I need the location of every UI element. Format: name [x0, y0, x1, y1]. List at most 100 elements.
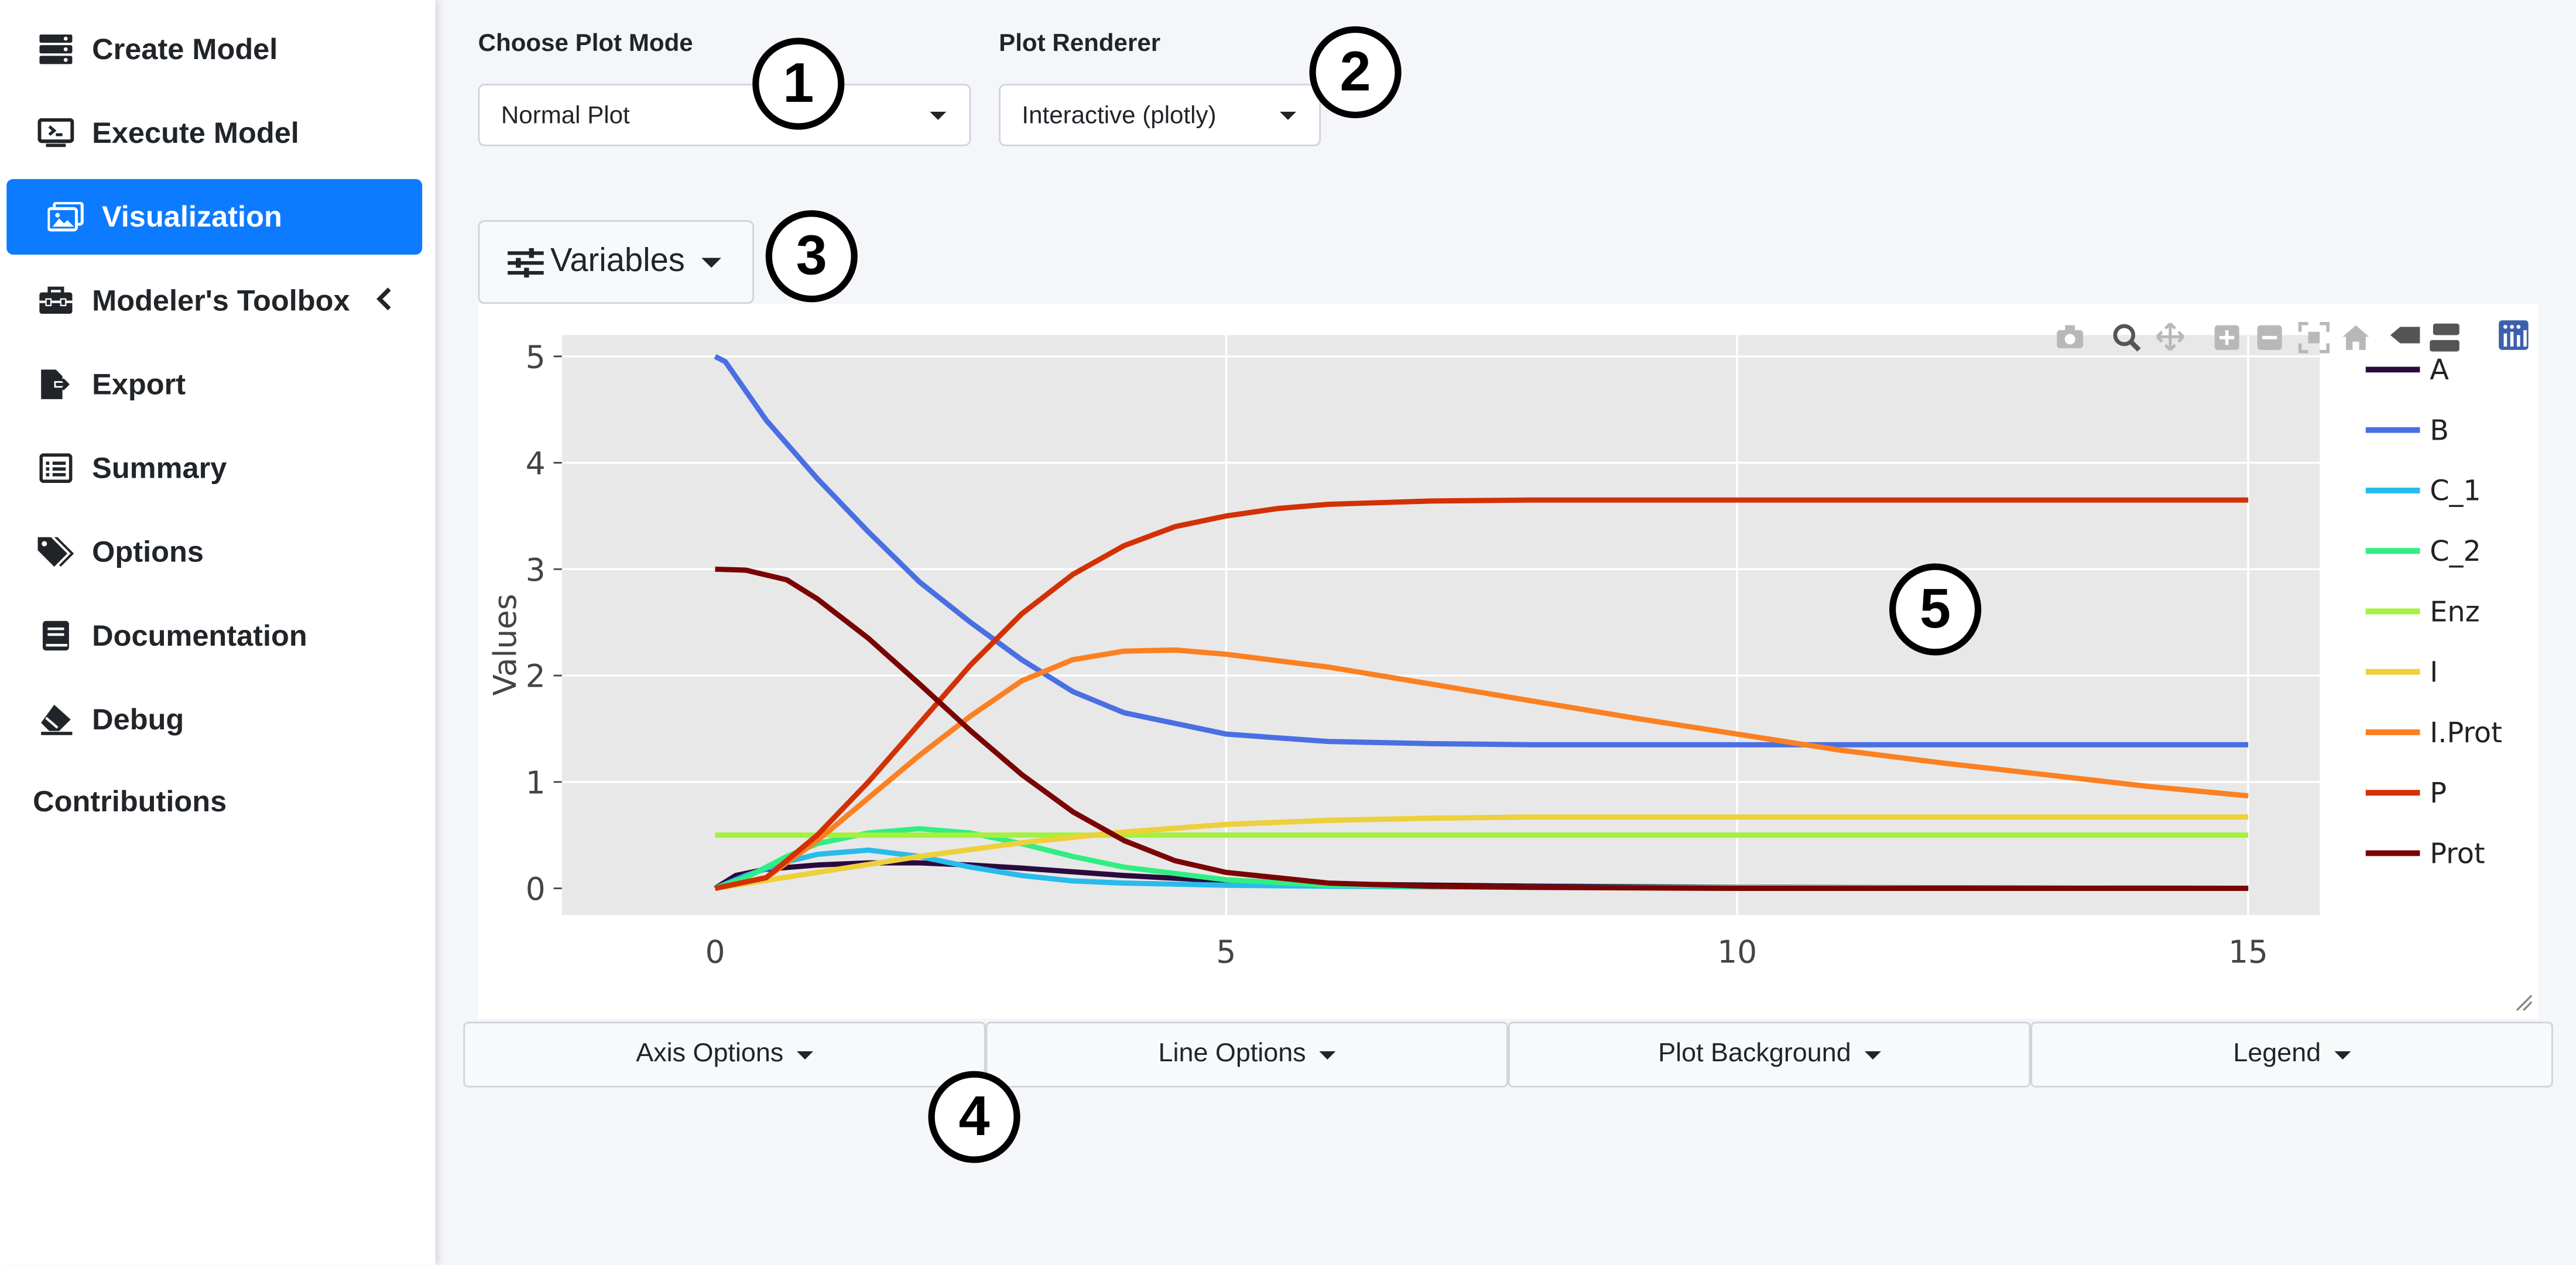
- file-export-icon: [36, 365, 76, 404]
- plot-container: 0 5 10 15 0 1 2 3 4 5 Values A B C_1 C_2 Enz I I.Prot P Pr…: [478, 304, 2539, 1019]
- tags-icon: [36, 532, 76, 571]
- book-icon: [36, 616, 76, 655]
- list-icon: [36, 448, 76, 488]
- y-tick-label: 3: [526, 552, 546, 588]
- monitor-icon: [36, 114, 76, 153]
- eraser-icon: [36, 700, 76, 739]
- sliders-icon: [508, 247, 544, 277]
- series-line-p[interactable]: [714, 497, 2249, 891]
- plot-renderer-select[interactable]: Interactive (plotly): [999, 84, 1321, 146]
- caret-down-icon: [701, 257, 721, 267]
- plotly-logo-icon[interactable]: [2499, 320, 2529, 350]
- y-tick-label: 4: [526, 445, 546, 482]
- pan-icon[interactable]: [2156, 323, 2185, 351]
- sidebar-item-visualization[interactable]: Visualization: [6, 179, 423, 255]
- y-tick-label: 0: [526, 871, 546, 907]
- plot-renderer-label: Plot Renderer: [999, 29, 1161, 58]
- variables-dropdown-button[interactable]: Variables: [478, 220, 755, 304]
- annotation-badge-4: 4: [928, 1071, 1020, 1163]
- legend-item-enz[interactable]: Enz: [2365, 596, 2480, 628]
- resize-handle-icon[interactable]: [2516, 995, 2533, 1011]
- sidebar-item-label: Modeler's Toolbox: [92, 283, 350, 317]
- plot-mode-label: Choose Plot Mode: [478, 29, 693, 58]
- sidebar-item-label: Visualization: [101, 199, 282, 233]
- legend-label: P: [2430, 777, 2447, 810]
- annotation-badge-3: 3: [765, 210, 858, 303]
- server-icon: [36, 30, 76, 69]
- series-line-i[interactable]: [714, 814, 2249, 891]
- legend-label: I.Prot: [2430, 717, 2502, 749]
- legend-item-a[interactable]: A: [2365, 354, 2449, 386]
- legend-label: Prot: [2430, 838, 2485, 870]
- toolbox-icon: [36, 281, 76, 320]
- sidebar-item-export[interactable]: Export: [6, 347, 422, 422]
- compare-hover-icon[interactable]: [2430, 323, 2459, 352]
- series-line-b[interactable]: [714, 354, 2249, 748]
- sidebar-item-summary[interactable]: Summary: [6, 430, 422, 506]
- sidebar-item-modelers-toolbox[interactable]: Modeler's Toolbox: [6, 263, 422, 338]
- zoom-icon[interactable]: [2113, 324, 2141, 352]
- zoom-out-icon[interactable]: [2257, 325, 2282, 350]
- caret-down-icon: [1279, 111, 1297, 120]
- annotation-badge-1: 1: [752, 37, 845, 130]
- legend-label: C_1: [2430, 475, 2481, 508]
- plot-background-button[interactable]: Plot Background: [1508, 1021, 2031, 1088]
- sidebar-item-label: Summary: [92, 451, 227, 484]
- sidebar-item-debug[interactable]: Debug: [6, 682, 422, 757]
- camera-icon[interactable]: [2057, 325, 2084, 348]
- variables-label: Variables: [550, 243, 685, 280]
- x-tick-label: 5: [1216, 934, 1236, 970]
- y-tick-label: 2: [526, 659, 546, 695]
- legend-item-p[interactable]: P: [2365, 777, 2447, 810]
- sidebar-item-documentation[interactable]: Documentation: [6, 598, 422, 673]
- legend-item-c-1[interactable]: C_1: [2365, 475, 2481, 508]
- y-axis-label: Values: [487, 594, 523, 695]
- axis-options-button[interactable]: Axis Options: [463, 1021, 986, 1088]
- legend-button[interactable]: Legend: [2030, 1021, 2553, 1088]
- legend-label: B: [2430, 414, 2449, 447]
- caret-down-icon: [930, 111, 947, 120]
- sidebar-item-create-model[interactable]: Create Model: [6, 12, 422, 87]
- series-line-prot[interactable]: [715, 566, 2249, 892]
- line-chart: 0 5 10 15 0 1 2 3 4 5 Values AB C_1 C_2 Enz I I.Prot P Pr…: [487, 320, 2533, 1011]
- autoscale-icon[interactable]: [2298, 321, 2330, 354]
- line-options-button[interactable]: Line Options: [985, 1021, 1509, 1088]
- plot-background-label: Plot Background: [1658, 1040, 1851, 1068]
- contributions-link[interactable]: Contributions: [33, 785, 227, 818]
- sidebar-item-label: Documentation: [92, 618, 307, 652]
- x-tick-label: 15: [2228, 934, 2268, 970]
- plot-mode-value: Normal Plot: [501, 101, 630, 129]
- chevron-left-icon: [376, 286, 393, 320]
- sidebar-item-label: Options: [92, 534, 204, 568]
- legend-label: C_2: [2430, 536, 2481, 568]
- sidebar: Create Model Execute Model Visualization…: [0, 0, 436, 1265]
- legend-item-i-prot[interactable]: I.Prot: [2365, 717, 2502, 749]
- legend-item-prot[interactable]: Prot: [2365, 838, 2485, 870]
- legend-label: A: [2430, 354, 2449, 386]
- y-tick-label: 1: [526, 765, 546, 801]
- legend-label: I: [2430, 657, 2438, 689]
- legend-item-c-2[interactable]: C_2: [2365, 536, 2481, 568]
- caret-down-icon: [1864, 1050, 1881, 1059]
- legend-item-b[interactable]: B: [2365, 414, 2449, 447]
- home-icon[interactable]: [2342, 325, 2369, 350]
- sidebar-item-label: Execute Model: [92, 115, 299, 149]
- sidebar-item-execute-model[interactable]: Execute Model: [6, 95, 422, 171]
- y-tick-label: 5: [526, 339, 546, 375]
- annotation-badge-5: 5: [1889, 563, 1982, 656]
- legend-item-i[interactable]: I: [2365, 657, 2438, 689]
- sidebar-item-label: Debug: [92, 702, 184, 735]
- plotly-modebar: [2057, 320, 2529, 354]
- sidebar-item-options[interactable]: Options: [6, 514, 422, 589]
- zoom-in-icon[interactable]: [2214, 325, 2239, 350]
- plot-mode-select[interactable]: Normal Plot: [478, 84, 971, 146]
- sidebar-item-label: Export: [92, 367, 186, 400]
- axis-options-label: Axis Options: [636, 1040, 784, 1068]
- x-tick-label: 10: [1717, 934, 1757, 970]
- caret-down-icon: [1319, 1050, 1336, 1059]
- sidebar-item-label: Create Model: [92, 32, 278, 65]
- legend-label: Enz: [2430, 596, 2479, 628]
- annotation-badge-2: 2: [1309, 26, 1402, 119]
- series-line-i-prot[interactable]: [714, 647, 2249, 891]
- spike-lines-icon[interactable]: [2390, 327, 2420, 344]
